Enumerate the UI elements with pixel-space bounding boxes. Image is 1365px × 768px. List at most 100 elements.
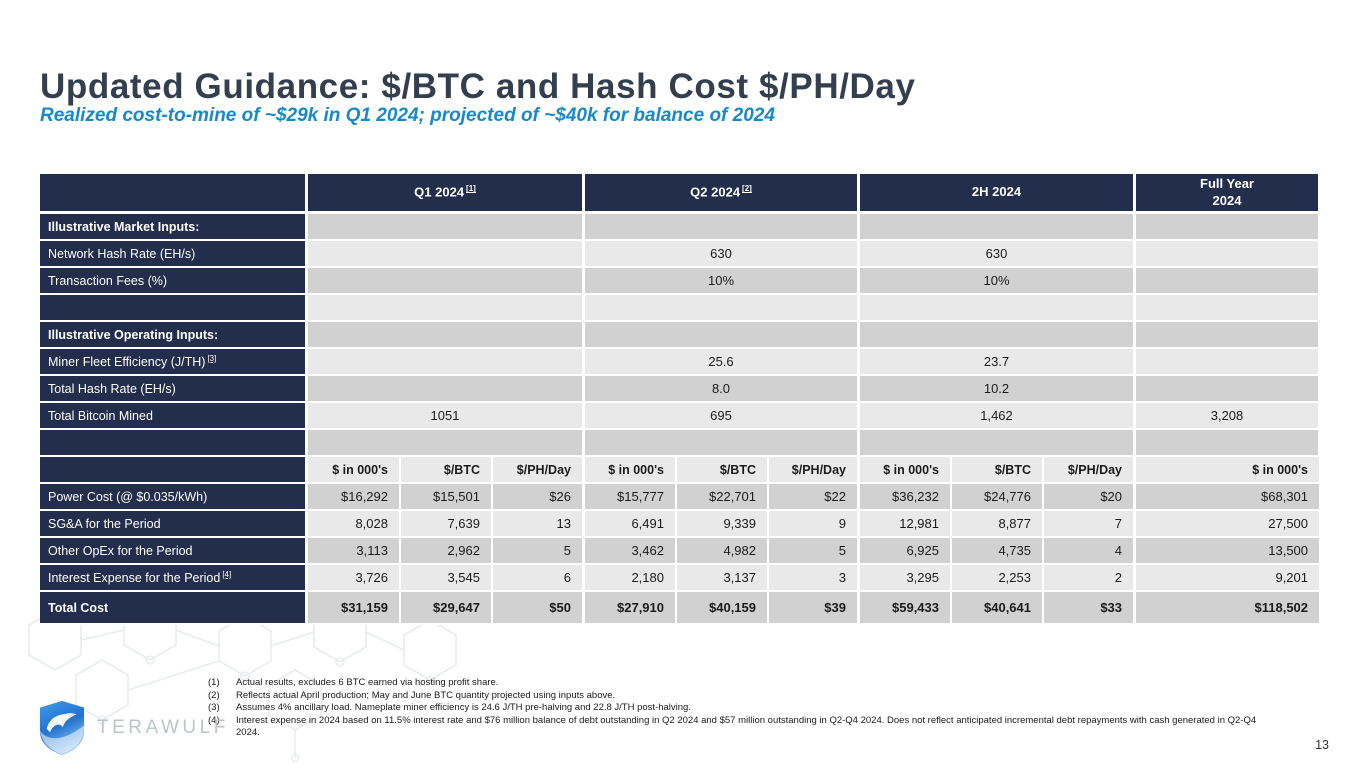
table-cell: $22,701 bbox=[677, 484, 769, 511]
table-cell bbox=[308, 322, 585, 349]
footnote-text: Reflects actual April production; May an… bbox=[236, 689, 616, 701]
table-row: Interest Expense for the Period [4] 3,726 3… bbox=[40, 565, 1322, 592]
table-cell: 5 bbox=[769, 538, 860, 565]
table-cell: $40,159 bbox=[677, 592, 769, 625]
footnote-text: Interest expense in 2024 based on 11.5% … bbox=[236, 714, 1257, 739]
table-cell: 695 bbox=[585, 403, 860, 430]
footnote: (1) Actual results, excludes 6 BTC earne… bbox=[208, 677, 1264, 690]
row-label-cell: Total Bitcoin Mined bbox=[40, 403, 308, 430]
table-row: $ in 000's $/BTC $/PH/Day $ in 000's $/BTC $/… bbox=[40, 457, 1322, 484]
group-header-cell: Q2 2024 [2] bbox=[585, 174, 860, 214]
wolf-shield-icon bbox=[39, 700, 85, 756]
table-cell: 10% bbox=[860, 268, 1137, 295]
table-cell: 10% bbox=[585, 268, 860, 295]
table-row bbox=[40, 295, 1322, 322]
table-row: Power Cost (@ $0.035/kWh) $16,292 $15,501 $… bbox=[40, 484, 1322, 511]
row-label-cell: Illustrative Market Inputs: bbox=[40, 214, 308, 241]
table-cell bbox=[308, 430, 585, 457]
table-cell: 4,982 bbox=[677, 538, 769, 565]
table-cell: 27,500 bbox=[1136, 511, 1322, 538]
table-cell: $/BTC bbox=[952, 457, 1044, 484]
table-cell: 9,339 bbox=[677, 511, 769, 538]
table-cell bbox=[860, 214, 1137, 241]
table-cell: 630 bbox=[585, 241, 860, 268]
table-cell: 7 bbox=[1044, 511, 1137, 538]
table-cell: 5 bbox=[493, 538, 585, 565]
row-label-cell: Miner Fleet Efficiency (J/TH) [3] bbox=[40, 349, 308, 376]
table-cell: 10.2 bbox=[860, 376, 1137, 403]
table-row: Other OpEx for the Period 3,113 2,962 5 3,46… bbox=[40, 538, 1322, 565]
table-row: Illustrative Market Inputs: bbox=[40, 214, 1322, 241]
table-row: Total Hash Rate (EH/s) 8.0 10.2 bbox=[40, 376, 1322, 403]
footnote: (4) Interest expense in 2024 based on 11… bbox=[208, 715, 1264, 740]
table-cell: $/BTC bbox=[677, 457, 769, 484]
row-label-cell: SG&A for the Period bbox=[40, 511, 308, 538]
table-cell: 3,545 bbox=[401, 565, 493, 592]
table-cell: $24,776 bbox=[952, 484, 1044, 511]
table-row: Total Cost $31,159 $29,647 $50 $27,910 $40,15… bbox=[40, 592, 1322, 625]
table-row: SG&A for the Period 8,028 7,639 13 6,491 9,33… bbox=[40, 511, 1322, 538]
table-group-header-row: Q1 2024 [1] Q2 2024 [2] 2H 2024 Full Year 202… bbox=[40, 174, 1322, 214]
table-cell: $50 bbox=[493, 592, 585, 625]
table-cell: 2,180 bbox=[585, 565, 677, 592]
table-cell: $39 bbox=[769, 592, 860, 625]
table-cell: $/BTC bbox=[401, 457, 493, 484]
table-cell bbox=[308, 214, 585, 241]
table-cell: $ in 000's bbox=[860, 457, 952, 484]
table-cell: 8,877 bbox=[952, 511, 1044, 538]
table-cell: 3,137 bbox=[677, 565, 769, 592]
table-cell: 6,491 bbox=[585, 511, 677, 538]
table-cell: $33 bbox=[1044, 592, 1137, 625]
row-label-cell bbox=[40, 457, 308, 484]
table-row bbox=[40, 430, 1322, 457]
table-cell: $ in 000's bbox=[585, 457, 677, 484]
row-label-cell: Total Cost bbox=[40, 592, 308, 625]
table-cell bbox=[1136, 376, 1322, 403]
group-header-cell: 2H 2024 bbox=[860, 174, 1137, 214]
table-cell bbox=[1136, 214, 1322, 241]
group-header-cell: Q1 2024 [1] bbox=[308, 174, 585, 214]
table-cell bbox=[1136, 268, 1322, 295]
table-cell: 1051 bbox=[308, 403, 585, 430]
table-cell: $/PH/Day bbox=[1044, 457, 1137, 484]
table-cell: $15,777 bbox=[585, 484, 677, 511]
table-cell: 7,639 bbox=[401, 511, 493, 538]
footnotes: (1) Actual results, excludes 6 BTC earne… bbox=[208, 677, 1264, 740]
page-number: 13 bbox=[1315, 738, 1329, 752]
table-cell bbox=[585, 295, 860, 322]
table-cell bbox=[860, 430, 1137, 457]
table-cell: $68,301 bbox=[1136, 484, 1322, 511]
table-cell bbox=[1136, 430, 1322, 457]
row-label-cell: Interest Expense for the Period [4] bbox=[40, 565, 308, 592]
page-subtitle: Realized cost-to-mine of ~$29k in Q1 202… bbox=[40, 105, 775, 126]
table-cell: $ in 000's bbox=[1136, 457, 1322, 484]
table-cell bbox=[1136, 322, 1322, 349]
table-cell: $ in 000's bbox=[308, 457, 401, 484]
table-cell: 4,735 bbox=[952, 538, 1044, 565]
table-cell bbox=[585, 214, 860, 241]
table-row: Total Bitcoin Mined 1051 695 1,462 3,208 bbox=[40, 403, 1322, 430]
table-cell: 23.7 bbox=[860, 349, 1137, 376]
page-title: Updated Guidance: $/BTC and Hash Cost $/… bbox=[40, 67, 916, 107]
table-cell: $31,159 bbox=[308, 592, 401, 625]
table-cell: 3 bbox=[769, 565, 860, 592]
footnote: (2) Reflects actual April production; Ma… bbox=[208, 690, 1264, 703]
table-cell bbox=[860, 322, 1137, 349]
table-row: Network Hash Rate (EH/s) 630 630 bbox=[40, 241, 1322, 268]
table-row: Miner Fleet Efficiency (J/TH) [3] 25.6 23.7 bbox=[40, 349, 1322, 376]
table-cell: $22 bbox=[769, 484, 860, 511]
footnote: (3) Assumes 4% ancillary load. Nameplate… bbox=[208, 702, 1264, 715]
table-cell bbox=[308, 376, 585, 403]
table-cell: 13 bbox=[493, 511, 585, 538]
terawulf-logo: TERAWULF bbox=[36, 700, 229, 756]
group-header-cell: Full Year 2024 bbox=[1136, 174, 1322, 214]
table-cell bbox=[308, 295, 585, 322]
table-cell: $29,647 bbox=[401, 592, 493, 625]
table-cell bbox=[585, 322, 860, 349]
table-cell: 8.0 bbox=[585, 376, 860, 403]
table-cell: 6 bbox=[493, 565, 585, 592]
footnote-text: Assumes 4% ancillary load. Nameplate min… bbox=[236, 702, 691, 713]
row-label-cell: Transaction Fees (%) bbox=[40, 268, 308, 295]
table-cell: 3,295 bbox=[860, 565, 952, 592]
footnote-number: (2) bbox=[208, 689, 220, 701]
